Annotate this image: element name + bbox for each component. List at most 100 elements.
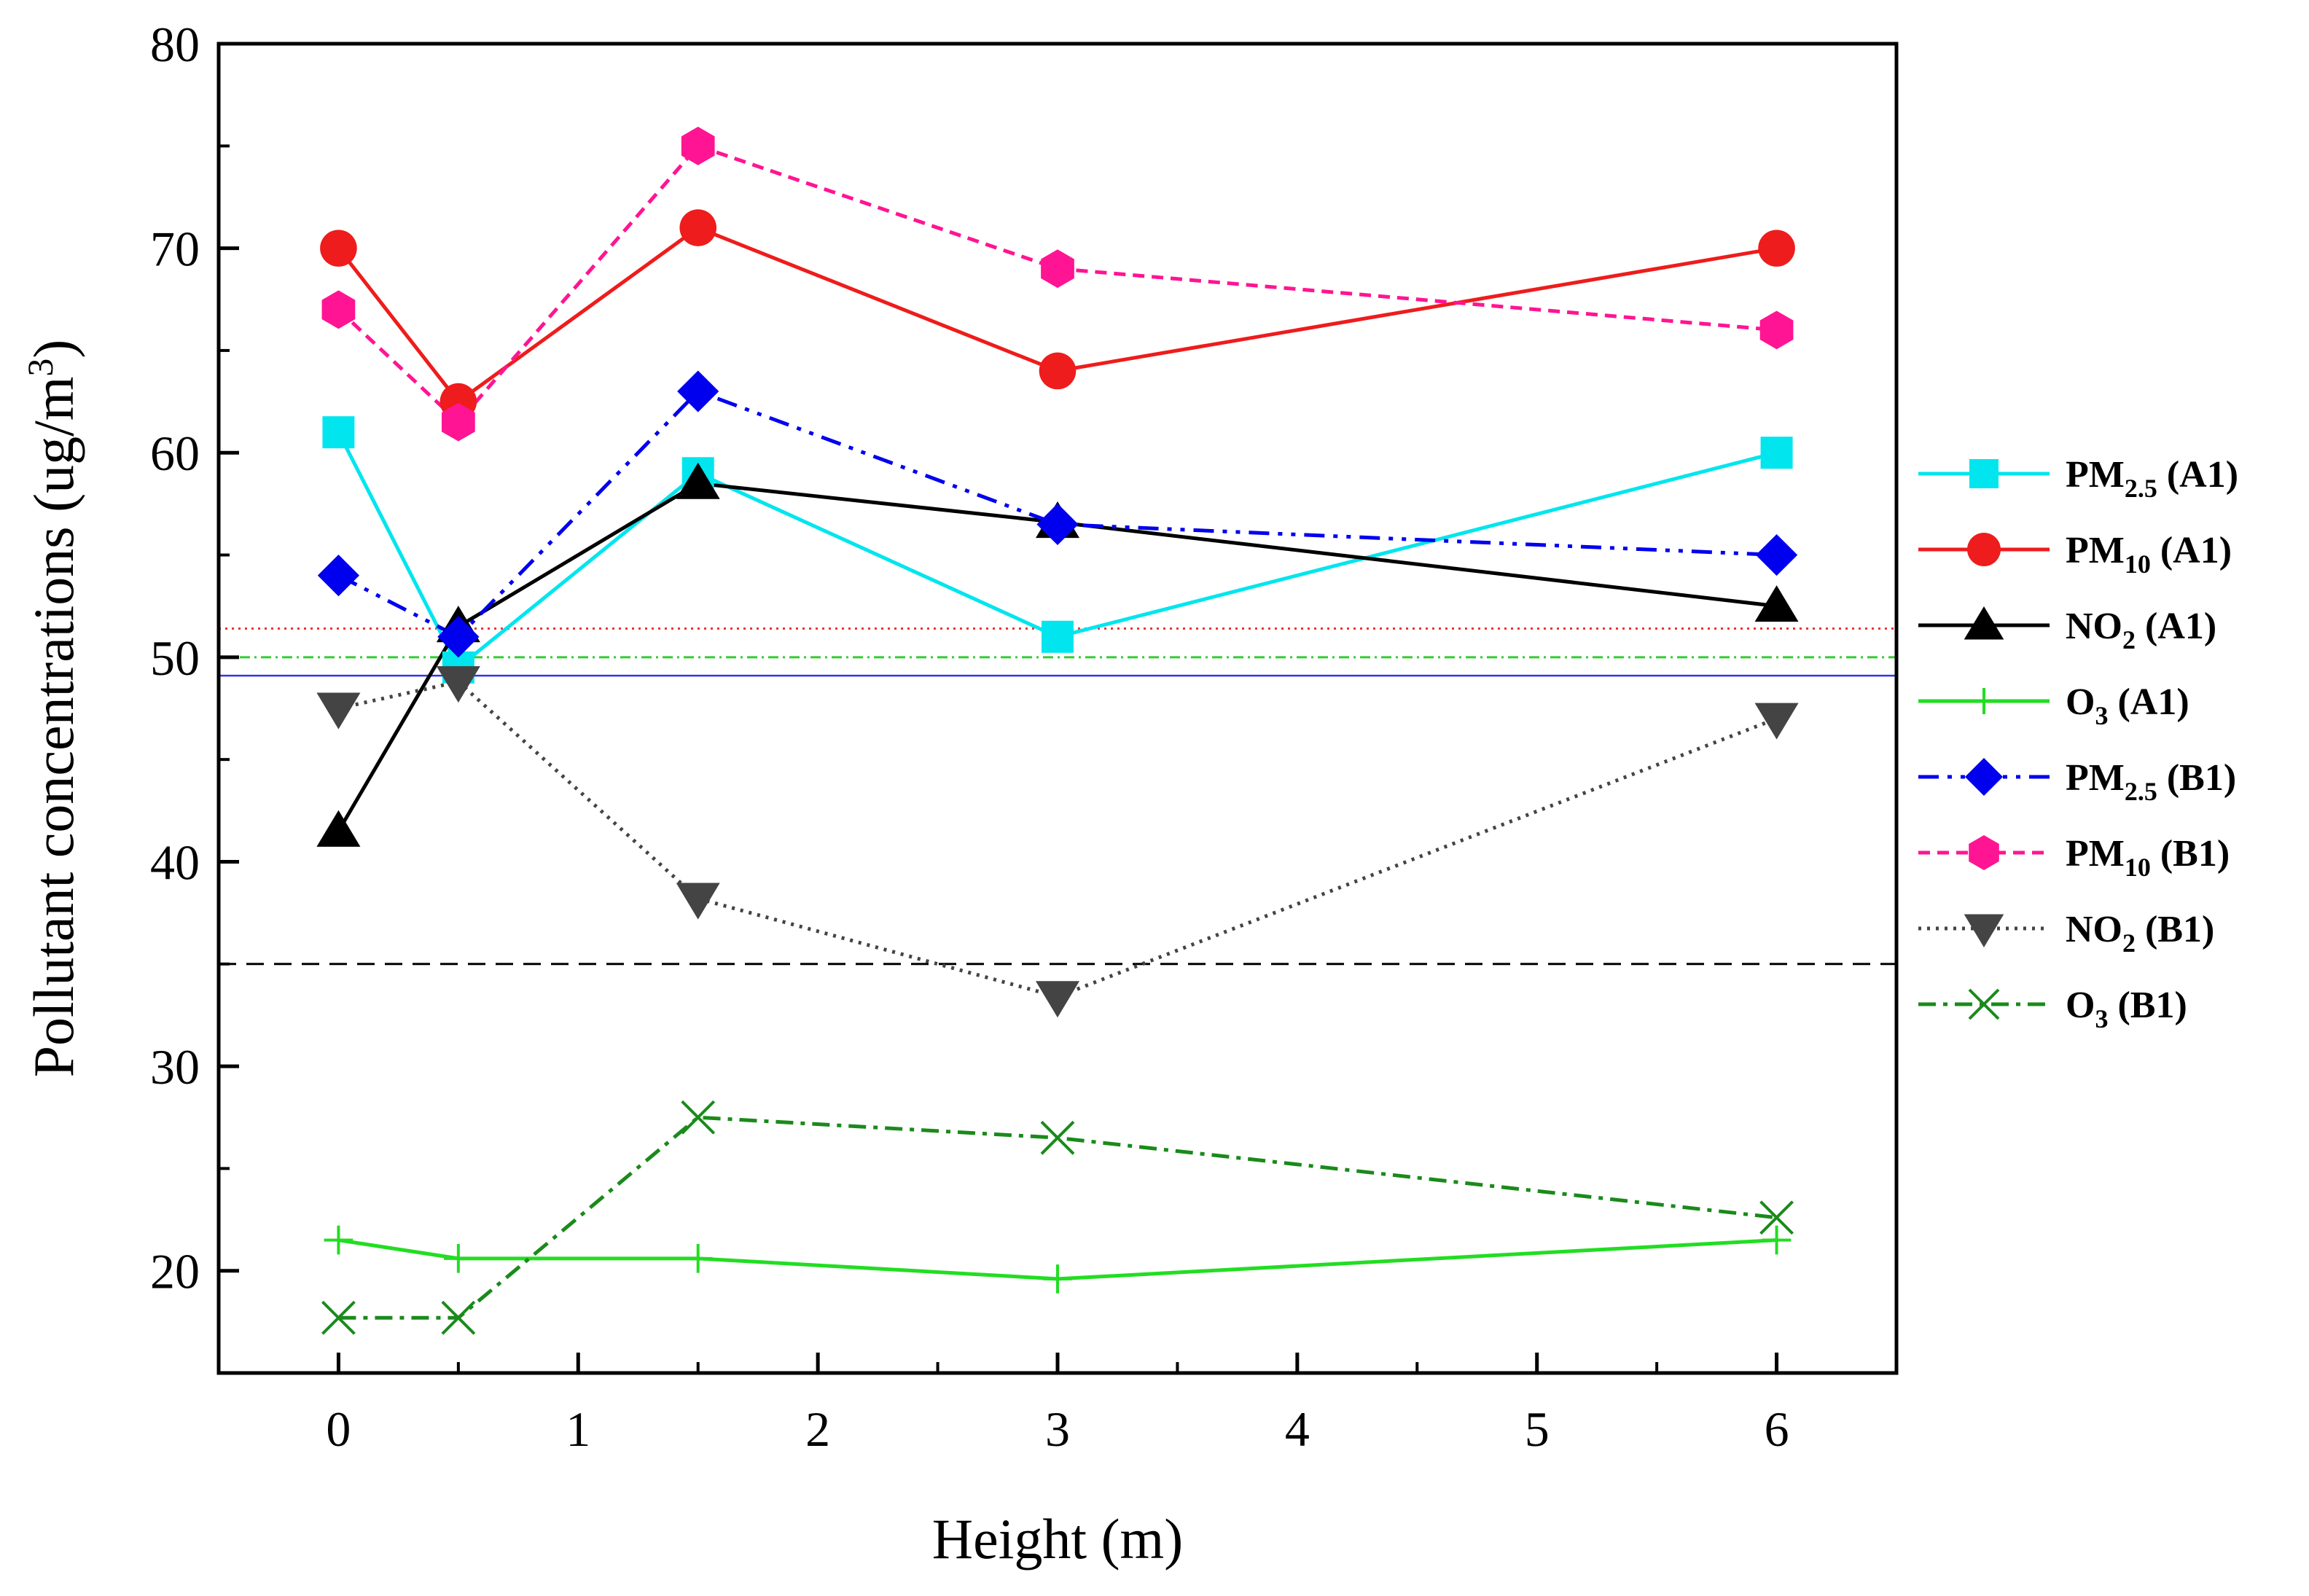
legend-label-main: O	[2066, 681, 2095, 723]
legend-label-sub: 3	[2095, 1004, 2108, 1033]
x-tick-label: 2	[805, 1401, 830, 1457]
data-point-marker	[441, 1300, 476, 1335]
legend-label-sub: 2.5	[2125, 474, 2157, 503]
y-tick-label: 70	[150, 222, 200, 277]
data-point-marker	[320, 230, 357, 267]
data-point-marker	[1755, 533, 1798, 576]
legend-label-main: O	[2066, 985, 2095, 1026]
data-point-marker	[1760, 437, 1793, 469]
legend-label: O3 (B1)	[2066, 985, 2187, 1033]
legend-label: O3 (A1)	[2066, 681, 2189, 730]
legend-label-sub: 2	[2122, 625, 2136, 654]
data-point-marker	[1039, 352, 1077, 390]
data-point-marker	[1040, 1120, 1075, 1155]
x-tick-label: 6	[1765, 1401, 1789, 1457]
x-tick-label: 5	[1525, 1401, 1550, 1457]
data-point-marker	[1759, 310, 1794, 350]
data-point-marker	[1043, 1264, 1072, 1294]
y-axis-title: Pollutant concentrations (ug/m3)	[20, 340, 85, 1078]
data-point-marker	[437, 616, 480, 658]
legend-label-main: NO	[2066, 909, 2122, 950]
data-point-marker	[1965, 758, 2003, 796]
x-tick-label: 0	[326, 1401, 351, 1457]
data-point-marker	[1041, 249, 1074, 289]
y-axis-title-end: )	[22, 340, 85, 359]
data-point-marker	[317, 555, 360, 597]
legend-label-tail: (B1)	[2157, 757, 2236, 799]
legend-label-sub: 3	[2095, 701, 2108, 730]
reference-lines	[219, 627, 1896, 966]
legend-label-tail: (A1)	[2136, 606, 2216, 647]
legend-label-tail: (A1)	[2157, 454, 2238, 496]
data-point-marker	[441, 402, 475, 442]
data-point-marker	[677, 370, 719, 412]
legend-label-sub: 10	[2125, 549, 2151, 579]
legend-label-main: PM	[2066, 454, 2125, 496]
data-point-marker	[1964, 606, 2004, 640]
data-point-marker	[1754, 585, 1799, 622]
data-point-marker	[1969, 835, 1999, 870]
legend-label: NO2 (A1)	[2066, 606, 2216, 654]
legend-label: PM10 (A1)	[2066, 530, 2232, 579]
legend-label-main: NO	[2066, 606, 2122, 647]
legend-label: NO2 (B1)	[2066, 909, 2214, 958]
data-point-marker	[1968, 988, 2000, 1020]
data-point-marker	[444, 1244, 473, 1273]
legend-label-main: PM	[2066, 530, 2125, 571]
data-point-marker	[679, 209, 717, 246]
x-tick-label: 1	[566, 1401, 590, 1457]
legend-label-tail: (A1)	[2108, 681, 2189, 723]
legend-label-tail: (B1)	[2151, 833, 2230, 875]
y-axis-title-base: Pollutant concentrations (ug/m	[22, 377, 85, 1078]
legend-label: PM10 (B1)	[2066, 833, 2230, 882]
y-tick-label: 50	[150, 630, 200, 686]
data-point-marker	[321, 290, 356, 329]
x-tick-label: 4	[1285, 1401, 1310, 1457]
legend-label-main: PM	[2066, 757, 2125, 799]
data-point-marker	[676, 883, 720, 920]
legend-label-sub: 2	[2122, 928, 2136, 958]
data-point-marker	[436, 666, 480, 703]
data-point-marker	[1754, 703, 1799, 740]
series-lines	[337, 144, 1778, 1320]
series-markers	[316, 126, 1799, 1335]
data-point-marker	[1964, 914, 2004, 947]
data-point-marker	[681, 126, 715, 165]
x-tick-label: 3	[1045, 1401, 1070, 1457]
legend-label-sub: 10	[2125, 853, 2151, 882]
data-point-marker	[316, 692, 361, 729]
legend-label-tail: (B1)	[2108, 985, 2187, 1026]
data-point-marker	[1758, 230, 1795, 267]
data-point-marker	[324, 1225, 353, 1255]
data-point-marker	[683, 1244, 713, 1273]
series-line	[338, 1115, 1777, 1320]
data-point-marker	[321, 1300, 356, 1335]
data-point-marker	[322, 416, 355, 449]
plot-frame	[216, 42, 1899, 1375]
y-tick-label: 80	[150, 17, 200, 72]
data-point-marker	[1762, 1225, 1792, 1255]
axis-ticks: 0 1 2 3 4 5 6 20 30 40 50 60 70 80	[150, 17, 1898, 1457]
y-tick-label: 20	[150, 1244, 200, 1299]
legend-label: PM2.5 (A1)	[2066, 454, 2238, 503]
legend-label: PM2.5 (B1)	[2066, 757, 2236, 806]
legend-label-main: PM	[2066, 833, 2125, 875]
data-point-marker	[681, 1100, 716, 1135]
series-line	[337, 680, 1778, 999]
legend-label-tail: (B1)	[2136, 909, 2214, 950]
x-axis-title: Height (m)	[932, 1507, 1183, 1570]
y-tick-label: 60	[150, 426, 200, 481]
legend-label-sub: 2.5	[2125, 777, 2157, 806]
data-point-marker	[1042, 620, 1074, 653]
y-tick-label: 30	[150, 1039, 200, 1095]
data-point-marker	[1969, 459, 1999, 488]
data-point-marker	[1971, 688, 1997, 714]
data-point-marker	[676, 462, 720, 499]
data-point-marker	[1035, 981, 1080, 1018]
data-point-marker	[1759, 1200, 1794, 1235]
y-axis-title-sup: 3	[20, 359, 60, 377]
legend-label-tail: (A1)	[2151, 530, 2232, 571]
legend: PM2.5 (A1)PM10 (A1)NO2 (A1)O3 (A1)PM2.5 …	[1918, 454, 2238, 1033]
y-tick-label: 40	[150, 834, 200, 890]
